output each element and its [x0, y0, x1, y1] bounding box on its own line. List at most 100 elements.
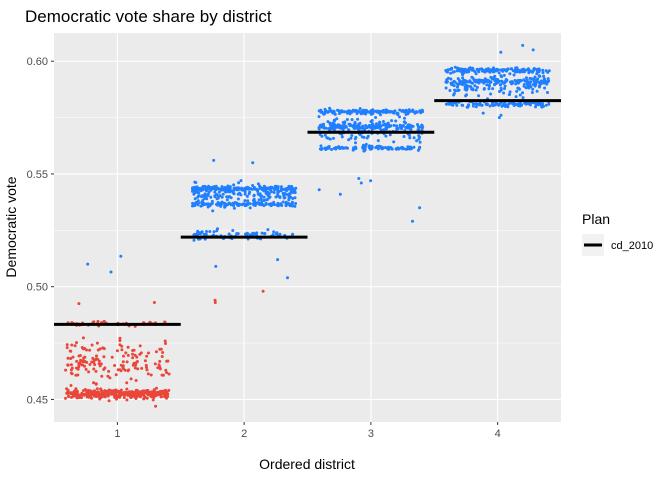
sim-point — [193, 180, 197, 184]
sim-point — [524, 76, 528, 80]
sim-point — [132, 348, 136, 352]
sim-point — [117, 394, 121, 398]
sim-point — [456, 85, 459, 89]
sim-point — [293, 189, 297, 193]
sim-point — [129, 377, 133, 381]
sim-point — [89, 389, 93, 393]
sim-point — [212, 230, 216, 234]
sim-point — [364, 142, 368, 146]
sim-point — [499, 86, 503, 90]
sim-point — [69, 363, 73, 367]
sim-point — [537, 67, 541, 71]
sim-point — [255, 231, 259, 235]
sim-point — [474, 105, 478, 109]
sim-point — [475, 85, 479, 89]
sim-point — [384, 110, 388, 114]
sim-point — [248, 206, 252, 210]
sim-point — [118, 336, 122, 340]
sim-point — [130, 391, 134, 395]
sim-point — [75, 393, 79, 397]
sim-point — [102, 319, 106, 323]
sim-point — [264, 192, 268, 195]
sim-point — [220, 195, 224, 199]
sim-point — [366, 110, 370, 114]
sim-point — [98, 397, 102, 401]
sim-point — [449, 82, 453, 86]
sim-point — [354, 109, 358, 113]
sim-point — [236, 197, 240, 201]
sim-point — [66, 388, 70, 392]
sim-point — [514, 95, 518, 99]
sim-point — [418, 140, 422, 144]
sim-point — [203, 202, 207, 206]
sim-point — [448, 89, 452, 92]
sim-point — [331, 122, 335, 125]
sim-point — [250, 187, 254, 191]
sim-point — [452, 80, 456, 84]
sim-point — [466, 70, 470, 74]
sim-point — [214, 184, 218, 188]
sim-point — [152, 388, 156, 392]
sim-point — [91, 392, 95, 396]
sim-point — [386, 121, 390, 125]
sim-point — [99, 394, 103, 398]
sim-point — [107, 399, 111, 403]
sim-point — [95, 354, 98, 358]
sim-point — [252, 186, 256, 189]
sim-point — [247, 187, 251, 191]
sim-point — [77, 354, 81, 358]
sim-point — [196, 202, 200, 206]
sim-point — [527, 83, 531, 87]
sim-point — [531, 87, 535, 91]
sim-point — [125, 387, 129, 391]
sim-point — [320, 110, 324, 114]
sim-point — [138, 344, 142, 348]
sim-point — [471, 76, 475, 80]
sim-point — [453, 65, 457, 69]
sim-point — [92, 320, 96, 324]
sim-point — [353, 120, 357, 124]
sim-point — [413, 111, 417, 115]
sim-point — [487, 87, 491, 91]
sim-point — [93, 363, 97, 367]
sim-point — [392, 140, 396, 144]
sim-point — [516, 102, 520, 106]
sim-point — [386, 147, 390, 151]
sim-point — [221, 192, 225, 196]
sim-point — [348, 112, 352, 116]
sim-point — [500, 79, 504, 83]
sim-point — [544, 103, 548, 107]
sim-point — [486, 78, 490, 82]
sim-point — [503, 103, 507, 107]
sim-point — [276, 258, 280, 262]
sim-point — [337, 112, 341, 115]
sim-point — [73, 344, 77, 348]
sim-point — [476, 67, 479, 71]
sim-point — [164, 342, 167, 345]
legend-title: Plan — [582, 211, 610, 227]
sim-point — [281, 200, 285, 204]
sim-point — [265, 198, 269, 202]
sim-point — [161, 351, 165, 354]
sim-point — [92, 381, 96, 385]
sim-point — [216, 196, 220, 200]
sim-point — [150, 395, 153, 399]
sim-point — [546, 77, 550, 81]
sim-point — [64, 368, 68, 372]
sim-point — [484, 79, 488, 83]
sim-point — [131, 356, 135, 360]
sim-point — [399, 125, 402, 129]
sim-point — [533, 75, 537, 79]
sim-point — [127, 391, 131, 395]
sim-point — [269, 185, 273, 189]
sim-point — [482, 87, 486, 90]
sim-point — [69, 368, 73, 372]
sim-point — [136, 367, 140, 371]
sim-point — [485, 103, 489, 107]
sim-point — [252, 193, 256, 197]
sim-point — [276, 190, 280, 194]
sim-point — [375, 110, 379, 114]
sim-point — [344, 146, 348, 150]
sim-point — [511, 69, 515, 73]
sim-point — [351, 109, 354, 113]
